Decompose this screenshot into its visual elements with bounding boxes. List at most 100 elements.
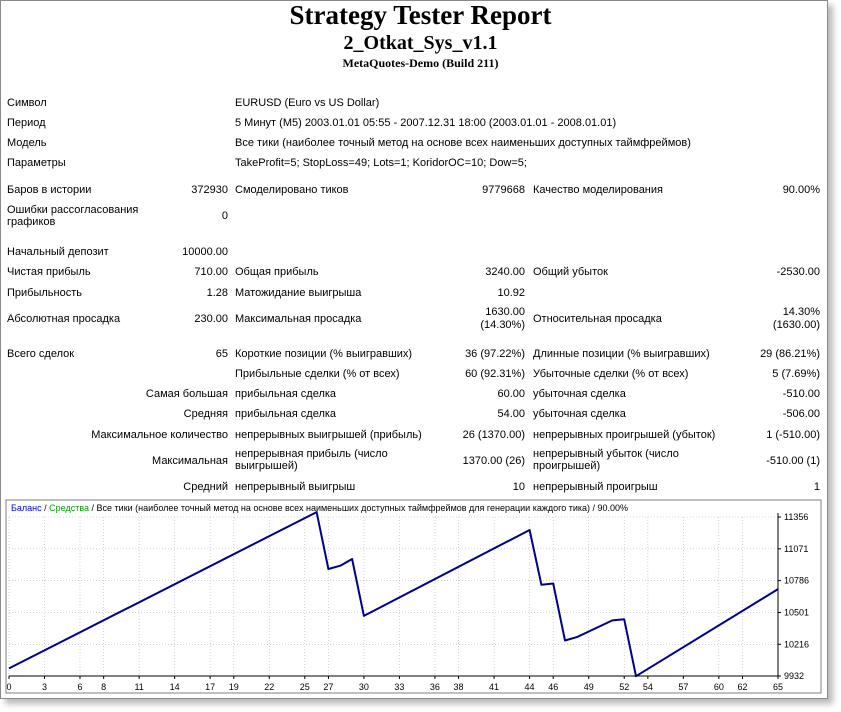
quality-value: 90.00% — [782, 184, 820, 196]
x-tick-label: 11 — [134, 682, 143, 692]
y-tick-label: 10501 — [784, 607, 809, 617]
rel-drawdown-value: (1630.00) — [772, 319, 820, 331]
max-drawdown-label: Максимальная просадка — [235, 313, 362, 325]
average-consecutive-losses-label: непрерывный проигрыш — [533, 481, 658, 493]
x-tick-label: 0 — [6, 682, 11, 692]
abs-drawdown-label: Абсолютная просадка — [7, 313, 121, 325]
x-tick-label: 57 — [678, 682, 688, 692]
balance-series-line — [8, 511, 779, 678]
largest-label: Самая большая — [145, 388, 228, 400]
maximal-profit-label: непрерывная прибыль (число выигрышей) — [235, 448, 388, 472]
x-tick-label: 6 — [77, 682, 82, 692]
loss-trades-label: Убыточные сделки (% от всех) — [533, 368, 689, 380]
period-label: Период — [7, 117, 46, 129]
x-tick-label: 54 — [643, 682, 653, 692]
total-trades-value: 65 — [215, 348, 228, 360]
x-tick-label: 36 — [430, 682, 440, 692]
largest-profit-label: прибыльная сделка — [235, 388, 337, 400]
report-title: Strategy Tester Report — [289, 0, 552, 30]
maximal-profit-value: 1370.00 (26) — [462, 455, 525, 467]
profit-trades-label: Прибыльные сделки (% от всех) — [235, 368, 400, 380]
average-profit-label: прибыльная сделка — [235, 408, 337, 420]
errors-label: Ошибки рассогласования графиков — [7, 204, 139, 228]
maximal-loss-value: -510.00 (1) — [766, 455, 820, 467]
x-tick-label: 8 — [101, 682, 106, 692]
net-profit-value: 710.00 — [194, 266, 228, 278]
x-tick-label: 27 — [323, 682, 333, 692]
y-tick-label: 9932 — [784, 671, 804, 681]
bars-label: Баров в истории — [7, 184, 92, 196]
average-consecutive-label: Средний — [183, 481, 228, 493]
y-tick-label: 11356 — [784, 512, 808, 522]
x-tick-label: 41 — [489, 682, 499, 692]
largest-profit-value: 60.00 — [497, 388, 525, 400]
errors-value: 0 — [221, 210, 228, 222]
net-profit-label: Чистая прибыль — [7, 266, 91, 278]
average-loss-label: убыточная сделка — [533, 408, 626, 420]
maximal-label: Максимальная — [152, 455, 228, 467]
rel-drawdown-label: Относительная просадка — [533, 313, 662, 325]
ticks-value: 9779668 — [482, 184, 525, 196]
model-label: Модель — [7, 137, 47, 149]
x-tick-label: 17 — [205, 682, 215, 692]
max-count-wins-value: 26 (1370.00) — [462, 429, 525, 441]
bars-value: 372930 — [191, 184, 228, 196]
max-count-label: Максимальное количество — [91, 429, 228, 441]
max-count-wins-label: непрерывных выигрышей (прибыль) — [235, 429, 422, 441]
legend-balance: Баланс — [11, 503, 42, 513]
model-value: Все тики (наиболее точный метод на основ… — [235, 137, 691, 149]
chart-border — [5, 499, 822, 694]
y-tick-label: 11071 — [784, 544, 808, 554]
symbol-label: Символ — [7, 97, 47, 109]
x-tick-label: 22 — [264, 682, 274, 692]
y-tick-label: 10216 — [784, 639, 809, 649]
params-label: Параметры — [7, 157, 66, 169]
gross-profit-label: Общая прибыль — [235, 266, 319, 278]
x-tick-label: 14 — [170, 682, 180, 692]
deposit-label: Начальный депозит — [7, 246, 109, 258]
average-label: Средняя — [183, 408, 228, 420]
gross-loss-value: -2530.00 — [776, 266, 820, 278]
average-consecutive-wins-value: 10 — [512, 481, 525, 493]
x-tick-label: 46 — [548, 682, 558, 692]
legend-model: Все тики (наиболее точный метод на основ… — [97, 503, 628, 513]
x-tick-label: 33 — [394, 682, 404, 692]
quality-label: Качество моделирования — [533, 184, 663, 196]
ticks-label: Смоделировано тиков — [235, 184, 349, 196]
loss-trades-value: 5 (7.69%) — [772, 368, 820, 380]
legend-separator-1: / — [42, 503, 50, 513]
x-tick-label: 44 — [525, 682, 535, 692]
total-trades-label: Всего сделок — [7, 348, 75, 360]
max-drawdown-value: 1630.00 — [485, 306, 525, 318]
deposit-value: 10000.00 — [182, 246, 228, 258]
short-positions-value: 36 (97.22%) — [465, 348, 525, 360]
rel-drawdown-percent: 14.30% — [782, 306, 820, 318]
average-profit-value: 54.00 — [497, 408, 525, 420]
profit-trades-value: 60 (92.31%) — [465, 368, 525, 380]
x-tick-label: 49 — [584, 682, 594, 692]
x-tick-label: 65 — [773, 682, 783, 692]
x-tick-label: 60 — [714, 682, 724, 692]
maximal-loss-label: непрерывный убыток (число проигрышей) — [533, 448, 679, 472]
x-tick-label: 38 — [454, 682, 464, 692]
expert-name: 2_Otkat_Sys_v1.1 — [343, 32, 498, 54]
symbol-value: EURUSD (Euro vs US Dollar) — [235, 97, 380, 109]
x-tick-label: 19 — [229, 682, 239, 692]
x-tick-label: 25 — [300, 682, 310, 692]
max-count-losses-value: 1 (-510.00) — [766, 429, 820, 441]
largest-loss-label: убыточная сделка — [533, 388, 626, 400]
average-consecutive-wins-label: непрерывный выигрыш — [235, 481, 356, 493]
payoff-label: Матожидание выигрыша — [235, 287, 362, 299]
chart-lines — [8, 511, 779, 678]
max-drawdown-percent: (14.30%) — [480, 319, 525, 331]
chart-axes: 0 3 6 8 11 14 17 19 22 25 27 30 33 36 38 41 44 46 49 52 54 57… — [6, 512, 809, 692]
long-positions-value: 29 (86.21%) — [760, 348, 820, 360]
largest-loss-value: -510.00 — [782, 388, 820, 400]
chart-grid — [8, 516, 779, 677]
x-tick-label: 3 — [42, 682, 47, 692]
gross-loss-label: Общий убыток — [533, 266, 608, 278]
abs-drawdown-value: 230.00 — [194, 313, 228, 325]
x-tick-label: 52 — [619, 682, 629, 692]
profit-factor-value: 1.28 — [206, 287, 228, 299]
params-value: TakeProfit=5; StopLoss=49; Lots=1; Korid… — [235, 157, 527, 169]
